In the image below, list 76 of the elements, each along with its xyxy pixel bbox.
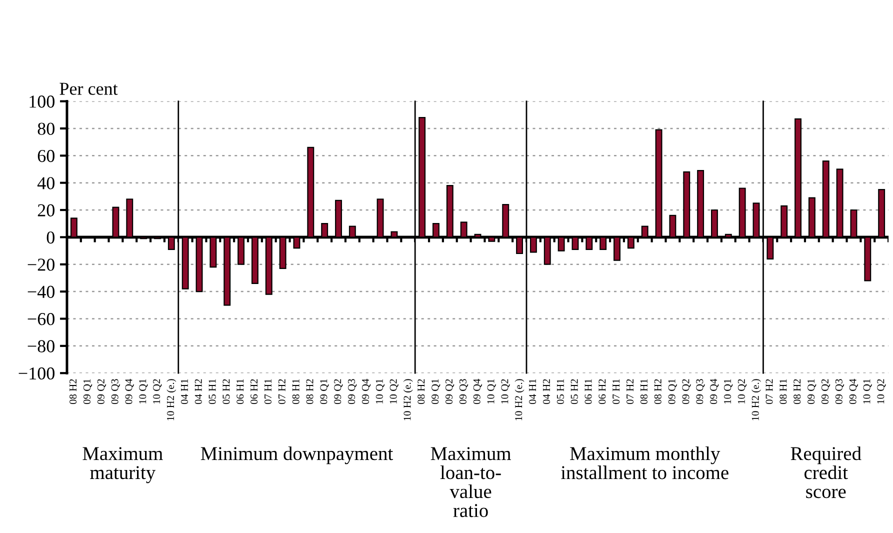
x-tick-label: 09 Q2 <box>97 379 106 404</box>
x-tick-label: 07 H2 <box>766 379 773 404</box>
x-tick-label: 09 Q1 <box>432 379 440 404</box>
x-tick-label: 09 Q3 <box>835 379 844 404</box>
x-tick-label: 10 Q2 <box>501 379 510 404</box>
x-tick-label: 08 H1 <box>292 379 300 404</box>
x-tick-label: 10 Q2 <box>390 379 398 404</box>
x-tick-label: 09 Q4 <box>710 378 719 404</box>
y-tick-label: −80 <box>28 340 54 352</box>
x-tick-label: 10 Q2 <box>877 379 886 404</box>
x-tick-label: 10 H2 (e.) <box>403 379 413 420</box>
x-tick-label: 04 H2 <box>194 379 202 404</box>
x-tick-label: 09 Q2 <box>821 379 830 404</box>
x-tick-label: 06 H2 <box>250 379 258 404</box>
x-tick-label: 08 H2 <box>654 379 662 404</box>
x-tick-label: 09 Q1 <box>808 379 816 404</box>
x-tick-label: 09 Q1 <box>320 379 329 404</box>
x-axis-title: Required credit score <box>790 446 862 498</box>
x-tick-label: 06 H1 <box>584 379 592 404</box>
x-tick-label: 04 H1 <box>529 379 536 404</box>
y-tick-label: 0 <box>46 231 54 244</box>
x-tick-label: 08 H1 <box>780 379 787 404</box>
x-tick-label: 07 H2 <box>626 379 634 404</box>
y-axis-title: Per cent <box>60 82 118 95</box>
x-tick-label: 05 H1 <box>556 379 564 404</box>
x-tick-label: 05 H1 <box>208 379 216 404</box>
y-tick-label: 100 <box>30 96 54 108</box>
y-tick-label: 60 <box>38 150 54 162</box>
x-tick-label: 09 Q3 <box>348 379 357 404</box>
x-tick-label: 06 H2 <box>598 379 606 404</box>
x-tick-label: 09 Q3 <box>111 379 120 404</box>
x-tick-label: 09 Q4 <box>473 378 482 404</box>
x-tick-label: 09 Q4 <box>849 378 858 404</box>
x-tick-label: 10 Q2 <box>738 379 747 404</box>
y-tick-label: −100 <box>18 367 54 380</box>
y-tick-label: −40 <box>28 286 54 298</box>
x-tick-label: 04 H1 <box>180 379 188 404</box>
x-tick-label: 09 Q4 <box>362 378 371 404</box>
x-tick-label: 06 H1 <box>236 379 244 404</box>
x-tick-label: 10 Q1 <box>724 379 733 404</box>
x-tick-label: 10 Q1 <box>487 379 496 404</box>
x-axis-title: Maximum monthly installment to income <box>561 446 728 480</box>
x-tick-label: 10 Q2 <box>153 379 162 404</box>
x-axis-title: Maximum loan-to- value ratio <box>430 447 511 518</box>
x-tick-label: 05 H2 <box>570 379 578 404</box>
x-tick-label: 09 Q3 <box>696 379 705 404</box>
y-tick-label: 40 <box>37 177 54 190</box>
x-tick-label: 09 Q1 <box>668 379 677 404</box>
x-tick-label: 08 H2 <box>306 379 314 404</box>
x-tick-label: 09 Q3 <box>459 379 468 404</box>
y-tick-label: 80 <box>38 122 54 135</box>
x-tick-label: 10 Q1 <box>863 379 872 404</box>
x-tick-label: 10 H2 (e.) <box>166 379 176 420</box>
x-axis-title: Minimum downpayment <box>200 446 394 464</box>
y-tick-label: −20 <box>28 258 54 271</box>
x-tick-label: 04 H2 <box>542 379 550 404</box>
x-tick-label: 09 Q2 <box>445 379 454 404</box>
x-tick-label: 09 Q1 <box>83 379 92 404</box>
x-tick-label: 10 H2 (e.) <box>752 379 761 420</box>
x-tick-label: 10 Q1 <box>376 379 384 404</box>
x-axis-title: Maximum maturity <box>82 447 163 484</box>
x-tick-label: 09 Q2 <box>682 379 691 404</box>
y-tick-label: −60 <box>28 312 54 326</box>
x-tick-label: 08 H1 <box>640 379 648 404</box>
y-tick-label: 20 <box>38 204 54 216</box>
x-tick-label: 08 H2 <box>794 379 801 404</box>
x-tick-label: 05 H2 <box>222 379 230 404</box>
x-tick-label: 10 H2 (e.) <box>514 379 524 420</box>
x-tick-label: 08 H2 <box>70 379 77 404</box>
x-tick-label: 07 H1 <box>264 379 272 404</box>
x-tick-label: 08 H2 <box>418 379 425 404</box>
x-tick-label: 09 Q2 <box>334 379 343 404</box>
x-tick-label: 07 H2 <box>278 379 286 404</box>
x-tick-label: 07 H1 <box>612 379 620 404</box>
x-tick-label: 09 Q4 <box>125 378 134 404</box>
x-tick-label: 10 Q1 <box>139 379 148 404</box>
